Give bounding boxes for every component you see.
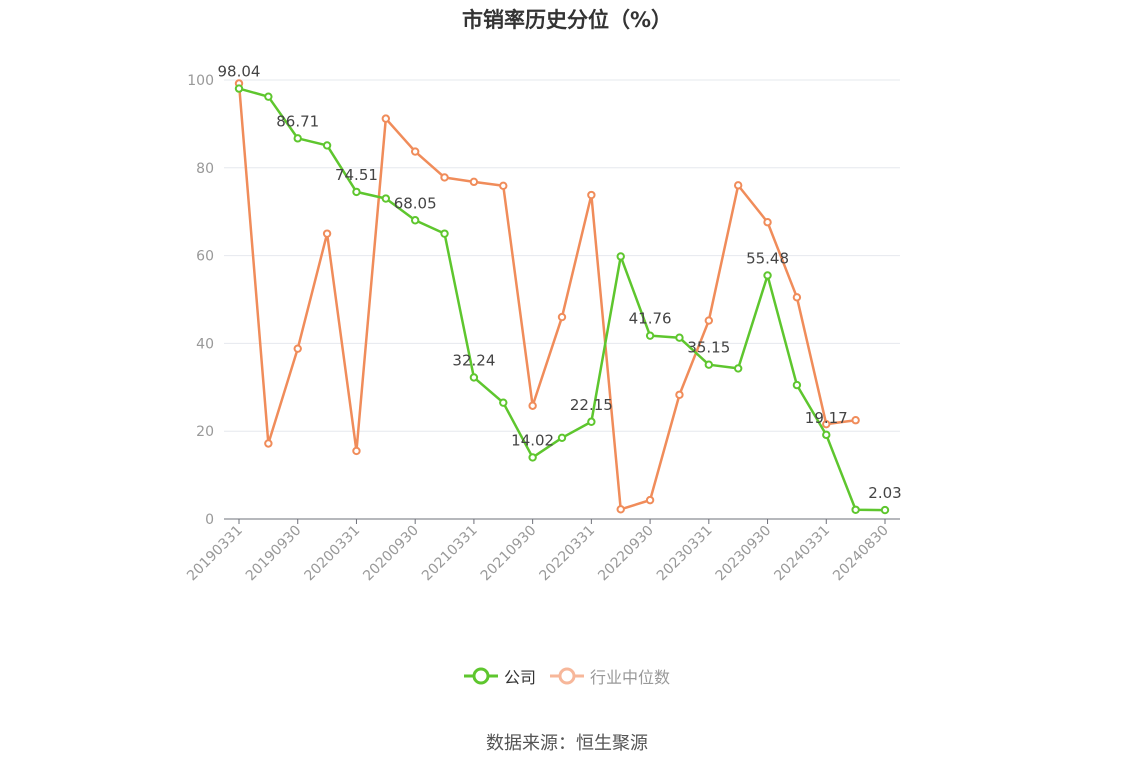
- series-1-point-9: [499, 181, 508, 190]
- series-1-point-1: [264, 439, 273, 448]
- data-label-6: 68.05: [394, 194, 437, 212]
- series-1-point-4: [352, 446, 361, 456]
- legend-label-industry-median: 行业中位数: [590, 668, 671, 687]
- series-1-point-14: [645, 495, 655, 505]
- series-0-point-21: [851, 505, 860, 514]
- series-0-point-17: [733, 364, 743, 373]
- series-0-point-6: [410, 216, 420, 225]
- x-tick-label-20220930: 20220930: [595, 523, 657, 585]
- series-1-point-17: [733, 181, 743, 190]
- x-tick-label-20230930: 20230930: [713, 523, 775, 585]
- series-0-point-18: [763, 271, 772, 280]
- series-1-point-2: [293, 344, 302, 353]
- x-tick-label-20190331: 20190331: [184, 523, 246, 585]
- y-tick-label-100: 100: [187, 73, 214, 89]
- series-0-point-15: [675, 333, 684, 342]
- series-0-point-12: [587, 417, 596, 426]
- data-label-22: 2.03: [868, 484, 901, 502]
- data-label-4: 74.51: [335, 166, 378, 184]
- series-line-1: [237, 83, 856, 511]
- series-0-point-3: [322, 141, 332, 150]
- x-tick-label-20200930: 20200930: [360, 523, 422, 585]
- series-0-point-20: [822, 430, 831, 440]
- series-1-point-11: [557, 312, 567, 322]
- y-tick-label-0: 0: [205, 512, 214, 528]
- y-tick-label-60: 60: [196, 249, 214, 265]
- series-1-point-15: [675, 390, 684, 399]
- y-tick-label-40: 40: [196, 336, 214, 352]
- x-tick-label-20240830: 20240830: [830, 523, 892, 585]
- series-0-point-11: [557, 433, 567, 442]
- data-label-8: 32.24: [452, 351, 495, 369]
- x-tick-label-20210930: 20210930: [478, 523, 540, 585]
- x-tick-label-20190930: 20190930: [243, 523, 305, 585]
- data-labels: 98.04 86.71 74.51 68.05 32.24 14.02 22.15 41.76…: [218, 63, 902, 502]
- x-tick-label-20210331: 20210331: [419, 523, 481, 585]
- series-0-point-5: [381, 194, 391, 203]
- data-label-10: 14.02: [511, 431, 554, 449]
- x-tick-label-20220331: 20220331: [536, 523, 598, 585]
- data-label-0: 98.04: [218, 63, 261, 81]
- series-1-point-3: [322, 229, 332, 238]
- data-label-18: 55.48: [746, 249, 789, 267]
- legend-item-company[interactable]: 公司: [463, 664, 536, 688]
- series-layer: [234, 79, 890, 515]
- legend-item-industry-median[interactable]: 行业中位数: [550, 664, 670, 688]
- series-0-point-22: [880, 505, 890, 515]
- series-1-point-12: [587, 190, 596, 200]
- chart-title: 市销率历史分位（%）: [461, 8, 673, 32]
- series-1-point-8: [469, 177, 479, 187]
- y-tick-label-80: 80: [196, 161, 214, 177]
- series-0-point-7: [440, 229, 449, 238]
- data-label-20: 19.17: [805, 409, 848, 427]
- series-1-point-19: [792, 293, 802, 302]
- source-note: 数据来源：恒生聚源: [486, 733, 648, 754]
- series-0-point-8: [469, 373, 479, 382]
- data-label-2: 86.71: [276, 112, 319, 130]
- series-1-point-5: [381, 114, 391, 123]
- data-label-14: 41.76: [629, 310, 672, 328]
- series-0-point-4: [352, 187, 361, 197]
- x-tick-label-20200331: 20200331: [302, 523, 364, 585]
- data-label-16: 35.15: [687, 339, 730, 357]
- y-tick-label-20: 20: [196, 424, 214, 440]
- series-1-point-21: [851, 416, 860, 425]
- legend-industry-swatch-icon: [550, 667, 584, 685]
- x-tick-label-20240331: 20240331: [771, 523, 833, 585]
- series-0-point-13: [616, 252, 625, 261]
- legend: 公司 行业中位数: [0, 664, 1134, 688]
- series-1-point-18: [763, 218, 772, 227]
- series-1-point-13: [616, 505, 625, 514]
- axes: 0 20 40 60 80 100 2019033120190930202003312020…: [184, 73, 900, 584]
- legend-label-company: 公司: [503, 668, 536, 687]
- series-0-point-1: [264, 92, 273, 101]
- series-1-point-20: [822, 419, 831, 429]
- series-1-point-6: [410, 147, 420, 156]
- series-1-point-16: [704, 316, 714, 325]
- series-0-point-14: [645, 331, 655, 340]
- series-0-point-16: [704, 360, 714, 369]
- series-0-point-19: [792, 380, 802, 390]
- series-0-point-2: [293, 134, 302, 143]
- x-tick-label-20230331: 20230331: [654, 523, 716, 585]
- series-0-point-9: [499, 398, 508, 407]
- series-0-point-10: [528, 453, 537, 462]
- series-1-point-7: [440, 173, 449, 182]
- series-1-point-10: [528, 401, 537, 410]
- data-label-12: 22.15: [570, 396, 613, 414]
- series-0-point-0: [234, 84, 244, 93]
- legend-company-swatch-icon: [463, 667, 498, 685]
- grid-lines: [224, 79, 900, 432]
